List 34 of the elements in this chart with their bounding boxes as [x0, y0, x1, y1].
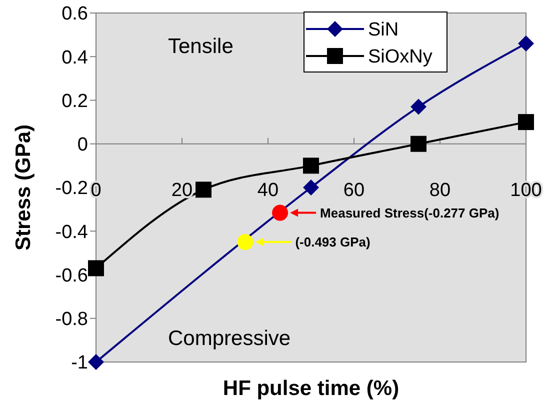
point	[88, 354, 104, 370]
x-tick-label: 80	[429, 180, 451, 201]
point	[410, 98, 426, 115]
point	[196, 182, 212, 198]
annotation: Tensile	[168, 35, 234, 58]
y-tick-label: 0.2	[62, 90, 88, 112]
x-tick-label: 60	[343, 180, 365, 201]
point	[237, 234, 254, 250]
y-axis-title: Stress (GPa)	[12, 124, 35, 251]
legend-label: SiOxNy	[368, 46, 433, 68]
y-tick-label: 0.4	[62, 47, 88, 68]
y-tick-label: -0.4	[55, 222, 88, 243]
legend-label: SiN	[368, 20, 399, 41]
point	[518, 114, 534, 130]
x-axis-title: HF pulse time (%)	[222, 377, 400, 400]
x-tick-label: 100	[510, 180, 542, 201]
point	[303, 180, 319, 196]
y-tick-label: -0.8	[55, 309, 88, 330]
annotation: Measured Stress(-0.277 GPa)	[320, 205, 500, 220]
point	[272, 204, 288, 221]
y-tick-label: -0.2	[55, 178, 88, 200]
point	[410, 136, 426, 152]
y-tick-label: -0.6	[55, 265, 88, 286]
y-tick-label: 0	[77, 134, 88, 156]
annotation: (-0.493 GPa)	[295, 234, 370, 250]
x-tick-label: 40	[257, 180, 279, 201]
point	[88, 260, 104, 276]
x-tick-label: 20	[171, 180, 193, 201]
y-tick-label: 0.6	[62, 4, 88, 25]
x-tick-label: 0	[90, 180, 102, 201]
point	[518, 36, 534, 52]
point	[303, 158, 319, 174]
y-tick-label: -1	[71, 352, 88, 374]
annotation: Compressive	[168, 327, 291, 350]
